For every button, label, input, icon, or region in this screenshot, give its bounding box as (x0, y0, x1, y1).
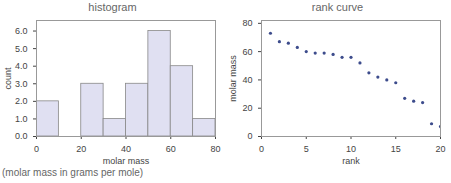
svg-text:60: 60 (166, 144, 176, 154)
svg-text:3.0: 3.0 (15, 79, 28, 89)
svg-text:0: 0 (259, 144, 264, 154)
svg-text:1.0: 1.0 (15, 114, 28, 124)
svg-text:0.0: 0.0 (15, 131, 28, 141)
svg-text:molar mass: molar mass (103, 156, 150, 166)
svg-text:20: 20 (435, 144, 445, 154)
html-text:(molar mass in grams per mole): (molar mass in grams per mole) (2, 167, 144, 178)
svg-text:60: 60 (242, 47, 252, 57)
svg-text:20: 20 (242, 103, 252, 113)
svg-text:5: 5 (304, 144, 309, 154)
svg-text:20: 20 (76, 144, 86, 154)
svg-text:5.0: 5.0 (15, 44, 28, 54)
html-text:rank curve: rank curve (311, 1, 364, 13)
svg-text:40: 40 (242, 75, 252, 85)
svg-text:80: 80 (210, 144, 220, 154)
svg-text:2.0: 2.0 (15, 96, 28, 106)
svg-text:6.0: 6.0 (15, 26, 28, 36)
svg-text:40: 40 (121, 144, 131, 154)
svg-text:10: 10 (346, 144, 356, 154)
svg-text:0: 0 (247, 131, 252, 141)
svg-text:molar mass: molar mass (228, 55, 238, 102)
svg-text:4.0: 4.0 (15, 61, 28, 71)
svg-text:80: 80 (242, 18, 252, 28)
svg-text:0: 0 (34, 144, 39, 154)
svg-text:rank: rank (342, 156, 360, 166)
svg-text:count: count (3, 67, 13, 90)
html-text:histogram: histogram (88, 1, 137, 13)
svg-text:15: 15 (391, 144, 401, 154)
